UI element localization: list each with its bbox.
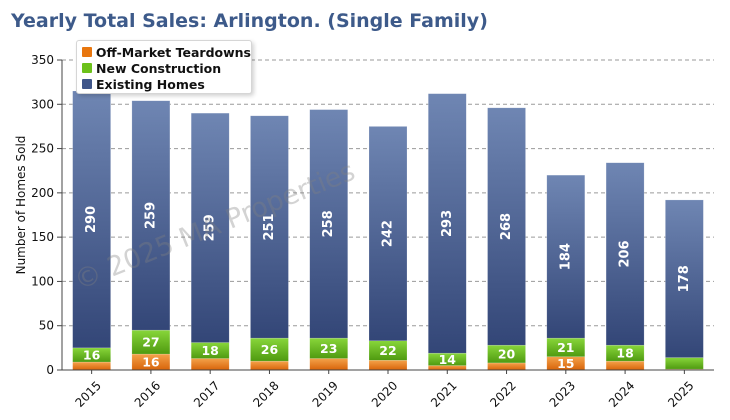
x-tick-label: 2024	[606, 378, 637, 409]
legend-label-new-construction: New Construction	[96, 60, 222, 76]
bar-segment-off-market-teardowns[interactable]	[368, 360, 408, 371]
legend-label-teardowns: Off-Market Teardowns	[95, 44, 251, 60]
data-label: 206	[618, 240, 633, 267]
bar-segment-existing-homes[interactable]	[487, 107, 526, 346]
x-tick-label: 2025	[665, 378, 696, 409]
data-label: 242	[381, 220, 396, 247]
bar-segment-existing-homes[interactable]	[309, 109, 348, 339]
bar-segment-off-market-teardowns[interactable]	[190, 358, 230, 371]
x-tick-label: 2015	[72, 378, 103, 409]
bars	[72, 90, 704, 371]
bar-segment-existing-homes[interactable]	[665, 199, 704, 358]
data-label: 18	[201, 343, 218, 358]
data-label: 20	[498, 347, 516, 362]
legend-swatch-new-construction	[82, 63, 92, 73]
x-tick-label: 2016	[132, 378, 163, 409]
x-tick-label: 2017	[191, 378, 222, 409]
data-label: 16	[83, 347, 101, 362]
data-label: 26	[261, 342, 279, 357]
x-tick-label: 2020	[369, 378, 400, 409]
data-label: 184	[558, 243, 573, 270]
bar-segment-existing-homes[interactable]	[605, 162, 645, 346]
legend-item-new-construction[interactable]: New Construction	[82, 60, 251, 76]
y-tick-label: 100	[31, 274, 54, 288]
data-label: 27	[142, 335, 159, 350]
data-label: 16	[142, 355, 160, 370]
x-tick-label: 2023	[547, 378, 578, 409]
legend-label-existing-homes: Existing Homes	[96, 76, 205, 92]
x-tick-label: 2019	[310, 378, 341, 409]
bar-segment-existing-homes[interactable]	[190, 112, 230, 343]
x-tick-label: 2022	[487, 378, 518, 409]
data-label: 251	[262, 213, 277, 240]
bar-segment-off-market-teardowns[interactable]	[250, 360, 289, 371]
legend-item-existing-homes[interactable]: Existing Homes	[82, 76, 251, 92]
bar-segment-existing-homes[interactable]	[72, 90, 111, 349]
legend-item-teardowns[interactable]: Off-Market Teardowns	[82, 44, 251, 60]
data-label: 18	[616, 346, 633, 361]
data-label: 22	[379, 343, 396, 358]
legend-swatch-existing-homes	[82, 79, 92, 89]
data-label: 293	[440, 210, 455, 237]
bar-segment-existing-homes[interactable]	[546, 174, 586, 339]
data-labels: 16 290 16 27 259 18 259 26 251 23 258 22 242 14 293 20 2…	[83, 202, 692, 371]
bar-segment-existing-homes[interactable]	[131, 100, 171, 331]
data-label: 259	[143, 202, 158, 229]
bar-segment-existing-homes[interactable]	[428, 93, 467, 354]
bar-segment-off-market-teardowns[interactable]	[487, 362, 526, 371]
bar-segment-existing-homes[interactable]	[368, 126, 408, 342]
data-label: 178	[677, 265, 692, 292]
bar-segment-new-construction[interactable]	[665, 357, 704, 370]
legend-swatch-teardowns	[82, 47, 92, 57]
data-label: 268	[499, 213, 514, 240]
bar-segment-off-market-teardowns[interactable]	[605, 360, 645, 371]
chart-title: Yearly Total Sales: Arlington. (Single F…	[11, 10, 488, 32]
data-label: 290	[84, 206, 99, 233]
bar-segment-existing-homes[interactable]	[250, 115, 289, 339]
bar-segment-off-market-teardowns[interactable]	[309, 358, 348, 371]
y-tick-label: 0	[46, 363, 54, 377]
data-label: 23	[320, 341, 337, 356]
y-tick-label: 350	[31, 53, 54, 67]
data-label: 258	[321, 210, 336, 237]
y-tick-label: 200	[31, 186, 54, 200]
data-label: 259	[203, 214, 218, 241]
x-tick-label: 2021	[428, 378, 459, 409]
x-tick-label: 2018	[250, 378, 281, 409]
y-tick-label: 250	[31, 142, 54, 156]
legend: Off-Market Teardowns New Construction Ex…	[76, 40, 252, 94]
y-tick-label: 50	[39, 319, 54, 333]
data-label: 14	[439, 352, 457, 367]
bar-segment-off-market-teardowns[interactable]	[72, 361, 111, 371]
data-label: 21	[557, 340, 574, 355]
data-label: 15	[557, 356, 574, 371]
y-axis-label: Number of Homes Sold	[14, 136, 28, 275]
y-tick-label: 300	[31, 97, 54, 111]
y-tick-label: 150	[31, 230, 54, 244]
